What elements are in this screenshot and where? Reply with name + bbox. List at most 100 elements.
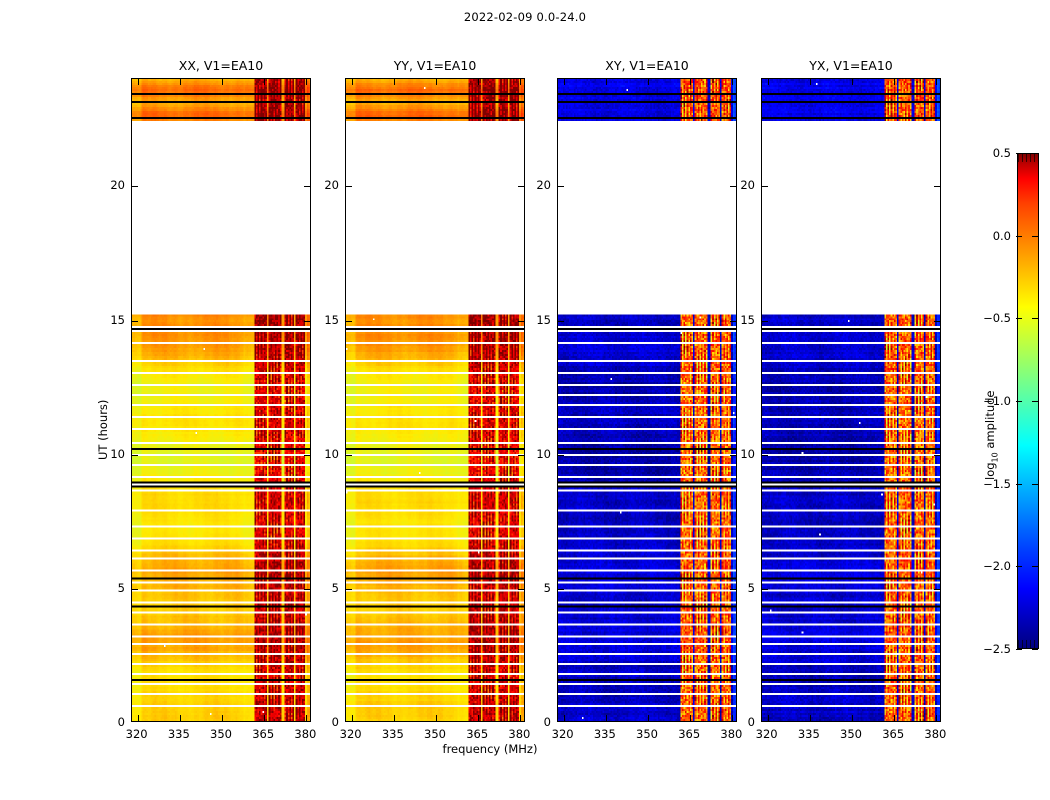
x-tick-yx-335: [809, 715, 811, 721]
y-tick-yy-5: [346, 588, 352, 590]
y-tick-label-yx-20: 20: [740, 178, 755, 193]
x-tick-label-yy-335: 335: [381, 727, 404, 741]
y-tick-yx-5: [934, 588, 940, 590]
y-tick-xy-15: [730, 320, 736, 322]
x-tick-yx-380: [936, 715, 938, 721]
y-tick-yy-20: [346, 186, 352, 188]
y-tick-label-xx-5: 5: [117, 580, 125, 595]
y-tick-label-xy-5: 5: [543, 580, 551, 595]
colorbar-tick-label-0: 0.5: [992, 146, 1011, 160]
x-tick-label-yy-350: 350: [424, 727, 446, 741]
y-tick-label-xy-20: 20: [536, 178, 551, 193]
colorbar-tick-3: [1016, 401, 1022, 402]
spectrogram-image-xx: [132, 79, 310, 721]
x-tick-yy-320: [351, 79, 353, 85]
y-tick-yy-15: [518, 320, 524, 322]
x-tick-xy-350: [648, 79, 649, 85]
y-tick-yy-10: [518, 454, 524, 456]
y-tick-label-xy-10: 10: [536, 446, 551, 461]
y-tick-xx-20: [304, 186, 310, 188]
x-tick-yx-350: [852, 715, 853, 721]
y-tick-yy-15: [346, 320, 352, 322]
colorbar-tick-4: [1016, 483, 1022, 485]
x-tick-xx-380: [306, 715, 308, 721]
x-tick-label-xy-320: 320: [551, 727, 574, 741]
x-tick-label-yx-320: 320: [755, 727, 778, 741]
heatmap-panel-yx[interactable]: [761, 78, 941, 722]
y-tick-xx-10: [304, 454, 310, 456]
panel-title-yy: YY, V1=EA10: [393, 58, 477, 73]
x-tick-label-xx-335: 335: [167, 727, 190, 741]
x-tick-xx-335: [179, 79, 181, 85]
colorbar-tick-0: [1032, 153, 1038, 154]
colorbar-tick-1: [1016, 235, 1022, 237]
y-tick-yx-20: [762, 186, 768, 188]
y-tick-yy-10: [346, 454, 352, 456]
panel-title-yx: YX, V1=EA10: [809, 58, 893, 73]
y-tick-label-yx-5: 5: [747, 580, 755, 595]
colorbar-label-sub: 10: [990, 452, 1000, 463]
x-tick-yx-320: [767, 715, 769, 721]
y-tick-xy-5: [558, 588, 564, 590]
y-tick-yx-20: [934, 186, 940, 188]
x-tick-yy-365: [478, 715, 480, 721]
x-tick-yx-380: [936, 79, 938, 85]
x-tick-xy-365: [690, 79, 692, 85]
x-tick-yy-335: [393, 715, 395, 721]
y-tick-label-yy-15: 15: [324, 312, 339, 327]
colorbar-tick-label-1: 0.0: [992, 228, 1011, 243]
x-tick-label-xx-365: 365: [252, 727, 275, 741]
x-tick-xx-365: [264, 715, 266, 721]
x-tick-xy-350: [648, 715, 649, 721]
heatmap-panel-xy[interactable]: [557, 78, 737, 722]
x-tick-xy-380: [732, 715, 734, 721]
y-tick-label-xx-20: 20: [110, 178, 125, 193]
colorbar-minor-ticks-top: [1018, 154, 1038, 162]
y-tick-yx-5: [762, 588, 768, 590]
y-tick-xy-5: [730, 588, 736, 590]
x-axis-title: frequency (MHz): [442, 742, 538, 756]
y-tick-xy-20: [558, 186, 564, 188]
y-tick-xx-5: [132, 588, 138, 590]
x-tick-label-yy-365: 365: [466, 727, 489, 741]
colorbar-tick-label-4: −1.5: [983, 476, 1011, 491]
colorbar-label-prefix: log: [983, 462, 997, 480]
colorbar-tick-label-2: −0.5: [983, 311, 1011, 326]
y-tick-xx-10: [132, 454, 138, 456]
spectrogram-image-yx: [762, 79, 940, 721]
x-tick-label-yx-350: 350: [840, 727, 862, 741]
x-tick-yy-365: [478, 79, 480, 85]
colorbar-tick-4: [1032, 483, 1038, 485]
x-tick-label-yx-335: 335: [797, 727, 820, 741]
x-tick-label-xy-335: 335: [593, 727, 616, 741]
colorbar-tick-6: [1016, 649, 1022, 650]
y-tick-xy-15: [558, 320, 564, 322]
x-tick-xx-380: [306, 79, 308, 85]
y-tick-label-yx-10: 10: [740, 446, 755, 461]
x-tick-xx-365: [264, 79, 266, 85]
heatmap-panel-xx[interactable]: [131, 78, 311, 722]
x-tick-xy-380: [732, 79, 734, 85]
x-tick-label-xx-320: 320: [125, 727, 148, 741]
x-tick-label-yy-380: 380: [508, 727, 531, 741]
x-tick-yy-320: [351, 715, 353, 721]
y-tick-yx-10: [934, 454, 940, 456]
x-tick-label-yy-320: 320: [339, 727, 362, 741]
heatmap-panel-yy[interactable]: [345, 78, 525, 722]
colorbar-tick-label-6: −2.5: [983, 642, 1011, 656]
x-tick-yy-335: [393, 79, 395, 85]
colorbar-tick-2: [1032, 318, 1038, 320]
y-tick-label-yx-15: 15: [740, 312, 755, 327]
colorbar-label-suffix: amplitude: [983, 390, 997, 453]
y-axis-title: UT (hours): [96, 399, 110, 460]
spectrogram-image-yy: [346, 79, 524, 721]
x-tick-label-yx-380: 380: [924, 727, 947, 741]
x-tick-xx-350: [222, 715, 223, 721]
x-tick-label-xy-365: 365: [678, 727, 701, 741]
x-tick-label-xx-350: 350: [210, 727, 232, 741]
panel-title-xx: XX, V1=EA10: [178, 58, 264, 73]
y-tick-xx-5: [304, 588, 310, 590]
colorbar-title: log10 amplitude: [983, 391, 999, 481]
y-tick-label-xy-0: 0: [543, 715, 551, 729]
colorbar-tick-0: [1016, 153, 1022, 154]
